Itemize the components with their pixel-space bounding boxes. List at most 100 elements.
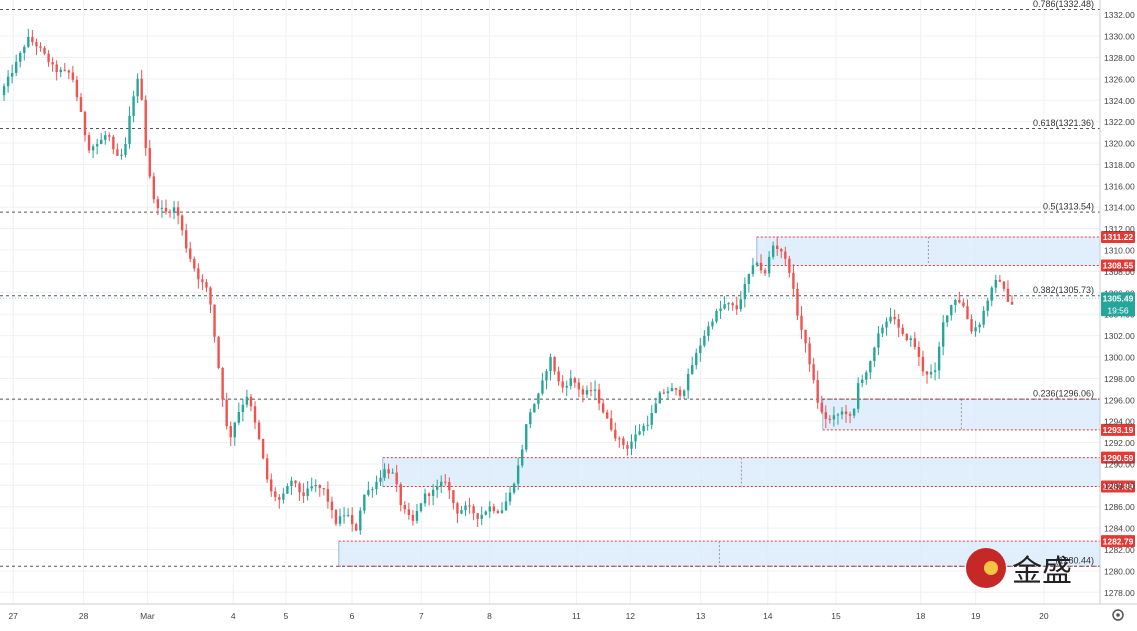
candle-body bbox=[270, 479, 273, 492]
zone-price-label: 1290.59 bbox=[1103, 453, 1134, 463]
candle-body bbox=[185, 230, 188, 249]
candle-body bbox=[622, 438, 625, 446]
fib-label: 0.618(1321.36) bbox=[1033, 118, 1094, 128]
candle-body bbox=[197, 268, 200, 280]
candle-body bbox=[160, 207, 164, 209]
candle-body bbox=[435, 486, 439, 490]
candle-body bbox=[464, 505, 467, 511]
candle-body bbox=[832, 415, 836, 420]
candle-body bbox=[257, 422, 261, 440]
candle-body bbox=[808, 343, 811, 365]
candle-body bbox=[448, 482, 451, 491]
settings-gear-icon[interactable] bbox=[1112, 609, 1124, 621]
support-resistance-zones: 1311.22 1308.55 1293.19 1290.59 1287.89 1282.… bbox=[338, 230, 1135, 567]
candle-body bbox=[739, 299, 742, 310]
candle-body bbox=[897, 319, 900, 328]
fib-label: 0.236(1296.06) bbox=[1033, 389, 1094, 399]
candle-body bbox=[662, 392, 666, 394]
candle-body bbox=[290, 480, 293, 486]
candle-body bbox=[601, 403, 605, 413]
candle-body bbox=[828, 418, 832, 420]
candle-body bbox=[950, 305, 953, 316]
price-tick-label: 1296.00 bbox=[1104, 395, 1135, 405]
candle-body bbox=[415, 510, 419, 521]
candle-body bbox=[310, 486, 313, 489]
candle-body bbox=[148, 148, 151, 177]
candle-body bbox=[112, 136, 115, 150]
candle-body bbox=[646, 424, 649, 426]
candle-body bbox=[132, 96, 135, 116]
candle-body bbox=[193, 258, 196, 269]
candle-body bbox=[241, 404, 245, 413]
candle-body bbox=[840, 411, 844, 415]
candle-body bbox=[792, 272, 795, 289]
candle-body bbox=[282, 493, 285, 500]
candle-body bbox=[865, 372, 868, 380]
candle-body bbox=[371, 489, 374, 491]
candle-body bbox=[630, 441, 633, 449]
candle-body bbox=[767, 256, 771, 274]
candle-body bbox=[707, 326, 710, 336]
price-tick-label: 1324.00 bbox=[1104, 96, 1135, 106]
time-tick-label: 18 bbox=[916, 611, 926, 621]
countdown-label: 19:56 bbox=[1107, 305, 1129, 315]
price-tick-label: 1308.00 bbox=[1104, 267, 1135, 277]
candle-body bbox=[581, 389, 585, 395]
candle-body bbox=[19, 52, 22, 62]
candle-body bbox=[100, 139, 103, 145]
candle-body bbox=[229, 426, 232, 438]
candle-body bbox=[606, 412, 609, 419]
candle-body bbox=[51, 62, 54, 65]
candle-body bbox=[711, 321, 714, 327]
candle-body bbox=[419, 503, 423, 511]
price-tick-label: 1290.00 bbox=[1104, 459, 1135, 469]
price-tick-label: 1328.00 bbox=[1104, 53, 1135, 63]
candle-body bbox=[2, 86, 6, 95]
candle-body bbox=[549, 357, 552, 372]
time-tick-label: 28 bbox=[79, 611, 89, 621]
time-tick-label: 8 bbox=[487, 611, 492, 621]
candle-body bbox=[537, 393, 540, 404]
candle-body bbox=[237, 412, 241, 423]
price-tick-label: 1300.00 bbox=[1104, 352, 1135, 362]
candle-body bbox=[1002, 281, 1006, 289]
candle-body bbox=[755, 262, 759, 266]
candle-body bbox=[152, 176, 156, 200]
candle-body bbox=[460, 510, 463, 514]
candle-body bbox=[735, 305, 738, 310]
price-tick-label: 1298.00 bbox=[1104, 374, 1135, 384]
candle-body bbox=[966, 306, 969, 320]
candle-body bbox=[253, 406, 257, 423]
candle-body bbox=[399, 484, 402, 505]
candle-body bbox=[128, 115, 131, 144]
candle-body bbox=[468, 505, 471, 507]
candle-body bbox=[885, 321, 888, 328]
candle-body bbox=[553, 357, 556, 372]
price-tick-label: 1316.00 bbox=[1104, 181, 1135, 191]
price-tick-label: 1312.00 bbox=[1104, 224, 1135, 234]
candle-body bbox=[561, 381, 564, 388]
candle-body bbox=[407, 509, 411, 516]
candle-body bbox=[168, 211, 172, 213]
candle-body bbox=[848, 414, 852, 416]
candle-body bbox=[905, 333, 908, 341]
candle-body bbox=[577, 382, 581, 390]
price-tick-label: 1310.00 bbox=[1104, 246, 1135, 256]
candle-body bbox=[557, 371, 560, 382]
candle-body bbox=[994, 279, 998, 288]
candle-body bbox=[719, 308, 722, 311]
price-axis: 1278.00 1280.00 1282.00 1284.00 1286.00 1288.… bbox=[0, 0, 1137, 605]
candle-body bbox=[913, 338, 917, 348]
price-tick-label: 1314.00 bbox=[1104, 203, 1135, 213]
candle-body bbox=[670, 388, 674, 392]
candle-body bbox=[67, 70, 71, 73]
price-tick-label: 1280.00 bbox=[1104, 566, 1135, 576]
candle-body bbox=[917, 347, 921, 357]
candle-body bbox=[39, 46, 42, 48]
candle-body bbox=[610, 418, 613, 430]
candle-body bbox=[326, 489, 330, 502]
price-tick-label: 1288.00 bbox=[1104, 481, 1135, 491]
candle-body bbox=[695, 352, 698, 366]
candle-body bbox=[79, 97, 83, 112]
zone-price-tag bbox=[1101, 480, 1135, 493]
